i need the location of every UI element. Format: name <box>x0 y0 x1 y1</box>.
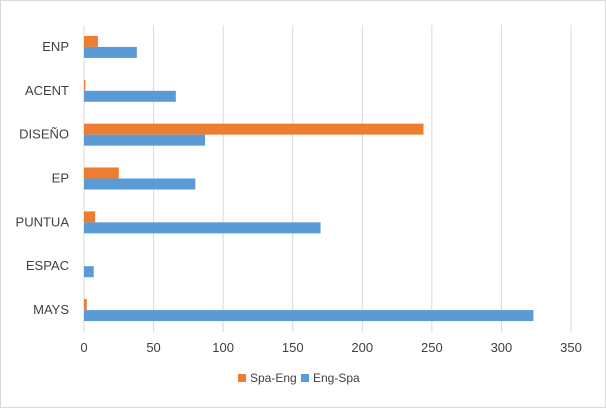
x-tick-label: 100 <box>212 340 234 355</box>
category-label: DISEÑO <box>19 127 69 142</box>
category-label: EP <box>52 171 69 186</box>
bar-eng-spa-acent <box>84 90 176 102</box>
x-tick-labels: 0 50 100 150 200 250 300 350 <box>80 340 581 355</box>
bar-eng-spa-puntua <box>84 222 321 234</box>
category-label: ACENT <box>25 83 69 98</box>
bar-eng-spa-diseño <box>84 134 206 146</box>
x-tick-label: 250 <box>421 340 443 355</box>
bar-spa-eng-diseño <box>84 123 424 135</box>
bar-spa-eng-enp <box>84 35 98 47</box>
bar-eng-spa-mays <box>84 310 534 322</box>
category-labels: ENP ACENT DISEÑO EP PUNTUA ESPAC MAYS <box>16 39 70 317</box>
bar-spa-eng-puntua <box>84 211 96 223</box>
bars <box>84 35 534 322</box>
category-label: MAYS <box>33 302 69 317</box>
x-tick-label: 200 <box>351 340 373 355</box>
bar-eng-spa-ep <box>84 178 196 190</box>
bar-spa-eng-acent <box>84 79 86 91</box>
legend-swatch-eng-spa <box>301 374 309 382</box>
x-tick-label: 300 <box>491 340 513 355</box>
x-tick-label: 0 <box>80 340 87 355</box>
legend: Spa-Eng Eng-Spa <box>238 371 360 385</box>
legend-label-spa-eng: Spa-Eng <box>250 371 297 385</box>
bar-spa-eng-ep <box>84 167 119 179</box>
category-label: ENP <box>42 39 69 54</box>
legend-label-eng-spa: Eng-Spa <box>313 371 360 385</box>
category-label: ESPAC <box>26 258 69 273</box>
x-tick-label: 150 <box>282 340 304 355</box>
bar-spa-eng-mays <box>84 299 87 311</box>
category-label: PUNTUA <box>16 214 70 229</box>
legend-swatch-spa-eng <box>238 374 246 382</box>
x-tick-label: 50 <box>146 340 160 355</box>
x-tick-label: 350 <box>560 340 582 355</box>
bar-eng-spa-enp <box>84 46 137 58</box>
bar-eng-spa-espac <box>84 266 94 278</box>
